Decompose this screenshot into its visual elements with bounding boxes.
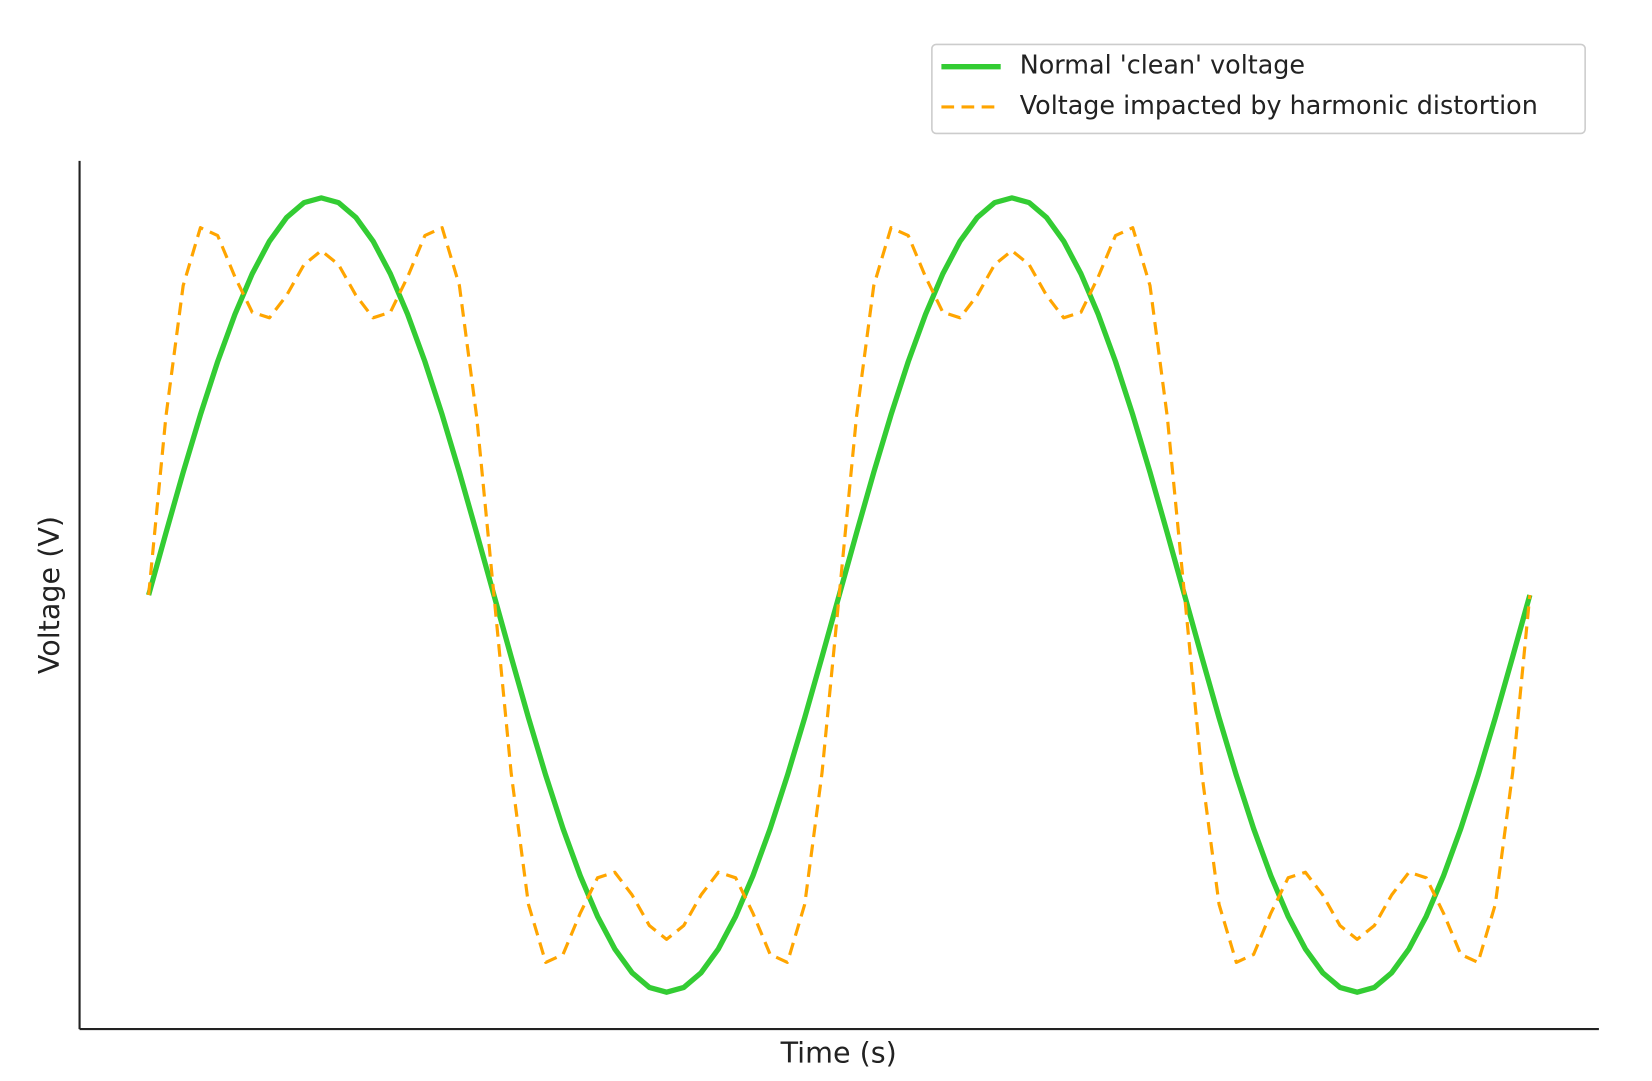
legend-frame xyxy=(931,43,1586,135)
x-axis-label: Time (s) xyxy=(780,1036,897,1070)
y-axis-label: Voltage (V) xyxy=(32,516,66,674)
legend-label: Normal 'clean' voltage xyxy=(1020,50,1305,80)
series-line xyxy=(147,226,1532,964)
legend-label: Voltage impacted by harmonic distortion xyxy=(1020,90,1538,120)
legend: Normal 'clean' voltage Voltage impacted b… xyxy=(931,43,1586,135)
